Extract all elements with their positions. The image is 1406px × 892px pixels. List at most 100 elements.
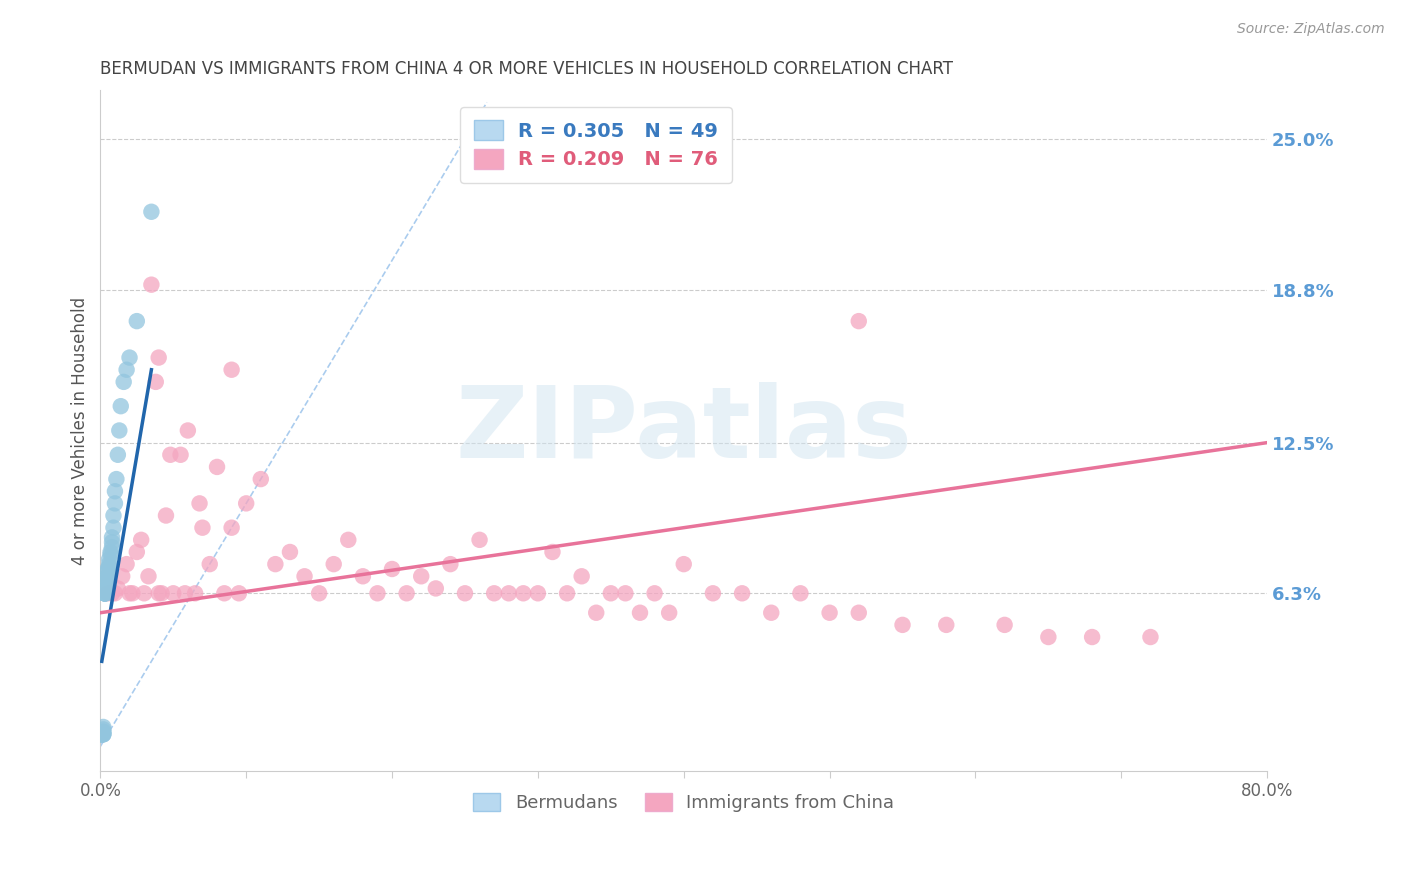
Immigrants from China (527, 586, 550, 600)
Bermudans (107, 448, 129, 462)
Bermudans (100, 545, 122, 559)
Immigrants from China (228, 586, 250, 600)
Immigrants from China (614, 586, 637, 600)
Immigrants from China (129, 533, 152, 547)
Immigrants from China (411, 569, 433, 583)
Immigrants from China (159, 448, 181, 462)
Immigrants from China (132, 586, 155, 600)
Bermudans (91, 723, 114, 737)
Y-axis label: 4 or more Vehicles in Household: 4 or more Vehicles in Household (72, 296, 89, 565)
Bermudans (90, 727, 112, 741)
Immigrants from China (221, 362, 243, 376)
Immigrants from China (169, 448, 191, 462)
Bermudans (93, 586, 115, 600)
Immigrants from China (1139, 630, 1161, 644)
Immigrants from China (115, 557, 138, 571)
Immigrants from China (571, 569, 593, 583)
Immigrants from China (848, 606, 870, 620)
Bermudans (96, 574, 118, 589)
Bermudans (141, 204, 163, 219)
Immigrants from China (454, 586, 477, 600)
Immigrants from China (125, 545, 148, 559)
Immigrants from China (891, 618, 914, 632)
Bermudans (90, 727, 112, 741)
Bermudans (101, 540, 124, 554)
Immigrants from China (148, 351, 170, 365)
Immigrants from China (935, 618, 957, 632)
Bermudans (103, 521, 125, 535)
Immigrants from China (107, 582, 129, 596)
Immigrants from China (249, 472, 271, 486)
Immigrants from China (138, 569, 160, 583)
Immigrants from China (188, 496, 211, 510)
Immigrants from China (541, 545, 564, 559)
Immigrants from China (118, 586, 141, 600)
Bermudans (104, 496, 127, 510)
Immigrants from China (97, 586, 120, 600)
Immigrants from China (628, 606, 651, 620)
Immigrants from China (337, 533, 360, 547)
Immigrants from China (848, 314, 870, 328)
Bermudans (112, 375, 135, 389)
Immigrants from China (155, 508, 177, 523)
Bermudans (110, 399, 132, 413)
Immigrants from China (101, 586, 124, 600)
Immigrants from China (1081, 630, 1104, 644)
Bermudans (93, 586, 115, 600)
Bermudans (91, 720, 114, 734)
Immigrants from China (278, 545, 301, 559)
Immigrants from China (1038, 630, 1060, 644)
Bermudans (93, 586, 115, 600)
Text: Source: ZipAtlas.com: Source: ZipAtlas.com (1237, 22, 1385, 37)
Bermudans (96, 586, 118, 600)
Immigrants from China (555, 586, 578, 600)
Bermudans (97, 565, 120, 579)
Immigrants from China (150, 586, 173, 600)
Immigrants from China (585, 606, 607, 620)
Text: ZIPatlas: ZIPatlas (456, 382, 912, 479)
Bermudans (105, 472, 128, 486)
Bermudans (97, 562, 120, 576)
Immigrants from China (121, 586, 143, 600)
Immigrants from China (599, 586, 621, 600)
Bermudans (118, 351, 141, 365)
Immigrants from China (184, 586, 207, 600)
Bermudans (93, 586, 115, 600)
Immigrants from China (198, 557, 221, 571)
Bermudans (90, 727, 112, 741)
Bermudans (96, 582, 118, 596)
Legend: Bermudans, Immigrants from China: Bermudans, Immigrants from China (463, 782, 905, 823)
Immigrants from China (148, 586, 170, 600)
Immigrants from China (498, 586, 520, 600)
Immigrants from China (162, 586, 184, 600)
Bermudans (97, 569, 120, 583)
Immigrants from China (644, 586, 666, 600)
Bermudans (91, 724, 114, 739)
Immigrants from China (761, 606, 783, 620)
Bermudans (101, 530, 124, 544)
Immigrants from China (994, 618, 1017, 632)
Bermudans (125, 314, 148, 328)
Immigrants from China (308, 586, 330, 600)
Immigrants from China (174, 586, 197, 600)
Bermudans (103, 508, 125, 523)
Bermudans (97, 569, 120, 583)
Bermudans (101, 535, 124, 549)
Bermudans (100, 548, 122, 562)
Bermudans (90, 727, 112, 741)
Bermudans (98, 559, 121, 574)
Immigrants from China (214, 586, 236, 600)
Immigrants from China (381, 562, 404, 576)
Bermudans (91, 727, 114, 741)
Immigrants from China (264, 557, 287, 571)
Bermudans (96, 576, 118, 591)
Immigrants from China (482, 586, 505, 600)
Immigrants from China (395, 586, 418, 600)
Bermudans (91, 727, 114, 741)
Immigrants from China (322, 557, 344, 571)
Immigrants from China (731, 586, 754, 600)
Immigrants from China (111, 569, 134, 583)
Bermudans (96, 582, 118, 596)
Bermudans (93, 586, 115, 600)
Immigrants from China (702, 586, 724, 600)
